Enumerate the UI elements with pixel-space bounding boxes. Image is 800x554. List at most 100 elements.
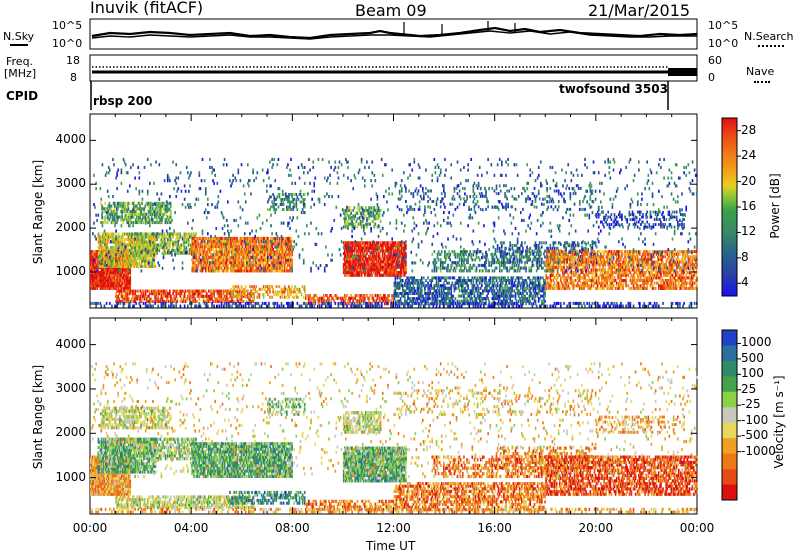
heatmap-cell xyxy=(159,207,161,211)
heatmap-cell xyxy=(211,294,213,298)
heatmap-cell xyxy=(124,281,126,285)
heatmap-cell xyxy=(448,292,450,295)
heatmap-cell xyxy=(118,243,121,247)
heatmap-cell xyxy=(153,243,156,247)
heatmap-cell xyxy=(115,246,118,250)
heatmap-cell xyxy=(290,236,292,240)
heatmap-cell xyxy=(282,203,285,206)
heatmap-cell xyxy=(107,284,109,288)
heatmap-cell xyxy=(241,245,244,249)
heatmap-cell xyxy=(111,251,113,255)
heatmap-cell xyxy=(106,273,108,277)
heatmap-cell xyxy=(161,212,164,216)
heatmap-cell xyxy=(199,247,202,251)
heatmap-cell xyxy=(173,240,175,244)
heatmap-cell xyxy=(198,294,201,298)
heatmap-cell xyxy=(161,251,164,255)
heatmap-cell xyxy=(131,289,133,293)
heatmap-cell xyxy=(126,201,129,205)
heatmap-cell xyxy=(109,284,111,288)
heatmap-cell xyxy=(267,208,269,211)
heatmap-cell xyxy=(125,218,128,222)
heatmap-cell xyxy=(487,292,489,295)
heatmap-cell xyxy=(160,221,163,225)
heatmap-cell xyxy=(344,294,346,298)
heatmap-cell xyxy=(120,294,123,298)
heatmap-cell xyxy=(120,271,123,275)
heatmap-cell xyxy=(166,294,169,298)
heatmap-cell xyxy=(205,300,208,304)
heatmap-cell xyxy=(182,249,185,253)
heatmap-cell xyxy=(133,294,135,298)
heatmap-cell xyxy=(151,262,154,266)
heatmap-cell xyxy=(507,276,509,280)
heatmap-cell xyxy=(106,256,108,260)
heatmap-cell xyxy=(112,281,115,285)
heatmap-cell xyxy=(97,276,100,280)
heatmap-cell xyxy=(143,232,145,236)
heatmap-cell xyxy=(179,289,182,293)
heatmap-cell xyxy=(126,243,128,247)
heatmap-cell xyxy=(165,292,168,296)
heatmap-cell xyxy=(155,232,157,236)
heatmap-cell xyxy=(443,281,445,285)
heatmap-cell xyxy=(130,289,132,293)
heatmap-cell xyxy=(153,292,155,296)
heatmap-cell xyxy=(98,240,101,244)
heatmap-cell xyxy=(177,292,180,296)
heatmap-cell xyxy=(109,212,112,216)
heatmap-cell xyxy=(123,256,125,260)
heatmap-cell xyxy=(98,259,101,263)
heatmap-cell xyxy=(128,259,130,263)
heatmap-cell xyxy=(315,294,318,298)
heatmap-cell xyxy=(435,289,438,293)
heatmap-cell xyxy=(417,289,420,293)
heatmap-cell xyxy=(103,286,106,290)
heatmap-cell xyxy=(99,243,102,247)
heatmap-cell xyxy=(127,289,130,293)
heatmap-cell xyxy=(213,294,215,298)
heatmap-cell xyxy=(127,204,130,208)
heatmap-cell xyxy=(374,294,377,298)
heatmap-cell xyxy=(395,268,398,272)
heatmap-cell xyxy=(492,286,495,290)
heatmap-cell xyxy=(99,259,102,263)
heatmap-cell xyxy=(386,254,388,258)
heatmap-cell xyxy=(238,293,241,297)
heatmap-cell xyxy=(149,259,152,263)
heatmap-cell xyxy=(95,250,97,254)
heatmap-cell xyxy=(487,297,489,301)
heatmap-cell xyxy=(249,295,251,299)
heatmap-cell xyxy=(262,285,265,289)
heatmap-cell xyxy=(110,232,112,236)
heatmap-cell xyxy=(143,264,145,268)
heatmap-cell xyxy=(151,221,154,225)
heatmap-cell xyxy=(144,289,147,293)
heatmap-cell xyxy=(127,248,129,252)
heatmap-cell xyxy=(144,262,146,266)
heatmap-cell xyxy=(137,240,140,244)
heatmap-cell xyxy=(144,218,147,222)
heatmap-cell xyxy=(169,294,171,298)
heatmap-cell xyxy=(127,218,130,222)
heatmap-cell xyxy=(101,207,103,211)
heatmap-cell xyxy=(273,200,276,204)
heatmap-cell xyxy=(162,207,165,211)
heatmap-cell xyxy=(449,276,452,280)
heatmap-cell xyxy=(383,273,385,277)
heatmap-cell xyxy=(300,195,303,199)
heatmap-cell xyxy=(201,245,204,249)
heatmap-cell xyxy=(124,204,127,208)
heatmap-cell xyxy=(125,243,127,247)
heatmap-cell xyxy=(186,235,189,239)
heatmap-cell xyxy=(269,290,271,294)
heatmap-cell xyxy=(113,271,116,275)
heatmap-cell xyxy=(161,292,164,296)
heatmap-cell xyxy=(114,232,117,236)
heatmap-cell xyxy=(131,249,133,253)
heatmap-cell xyxy=(151,256,154,260)
heatmap-cell xyxy=(193,294,195,298)
heatmap-cell xyxy=(197,245,200,249)
heatmap-cell xyxy=(379,294,382,298)
heatmap-cell xyxy=(151,300,153,304)
